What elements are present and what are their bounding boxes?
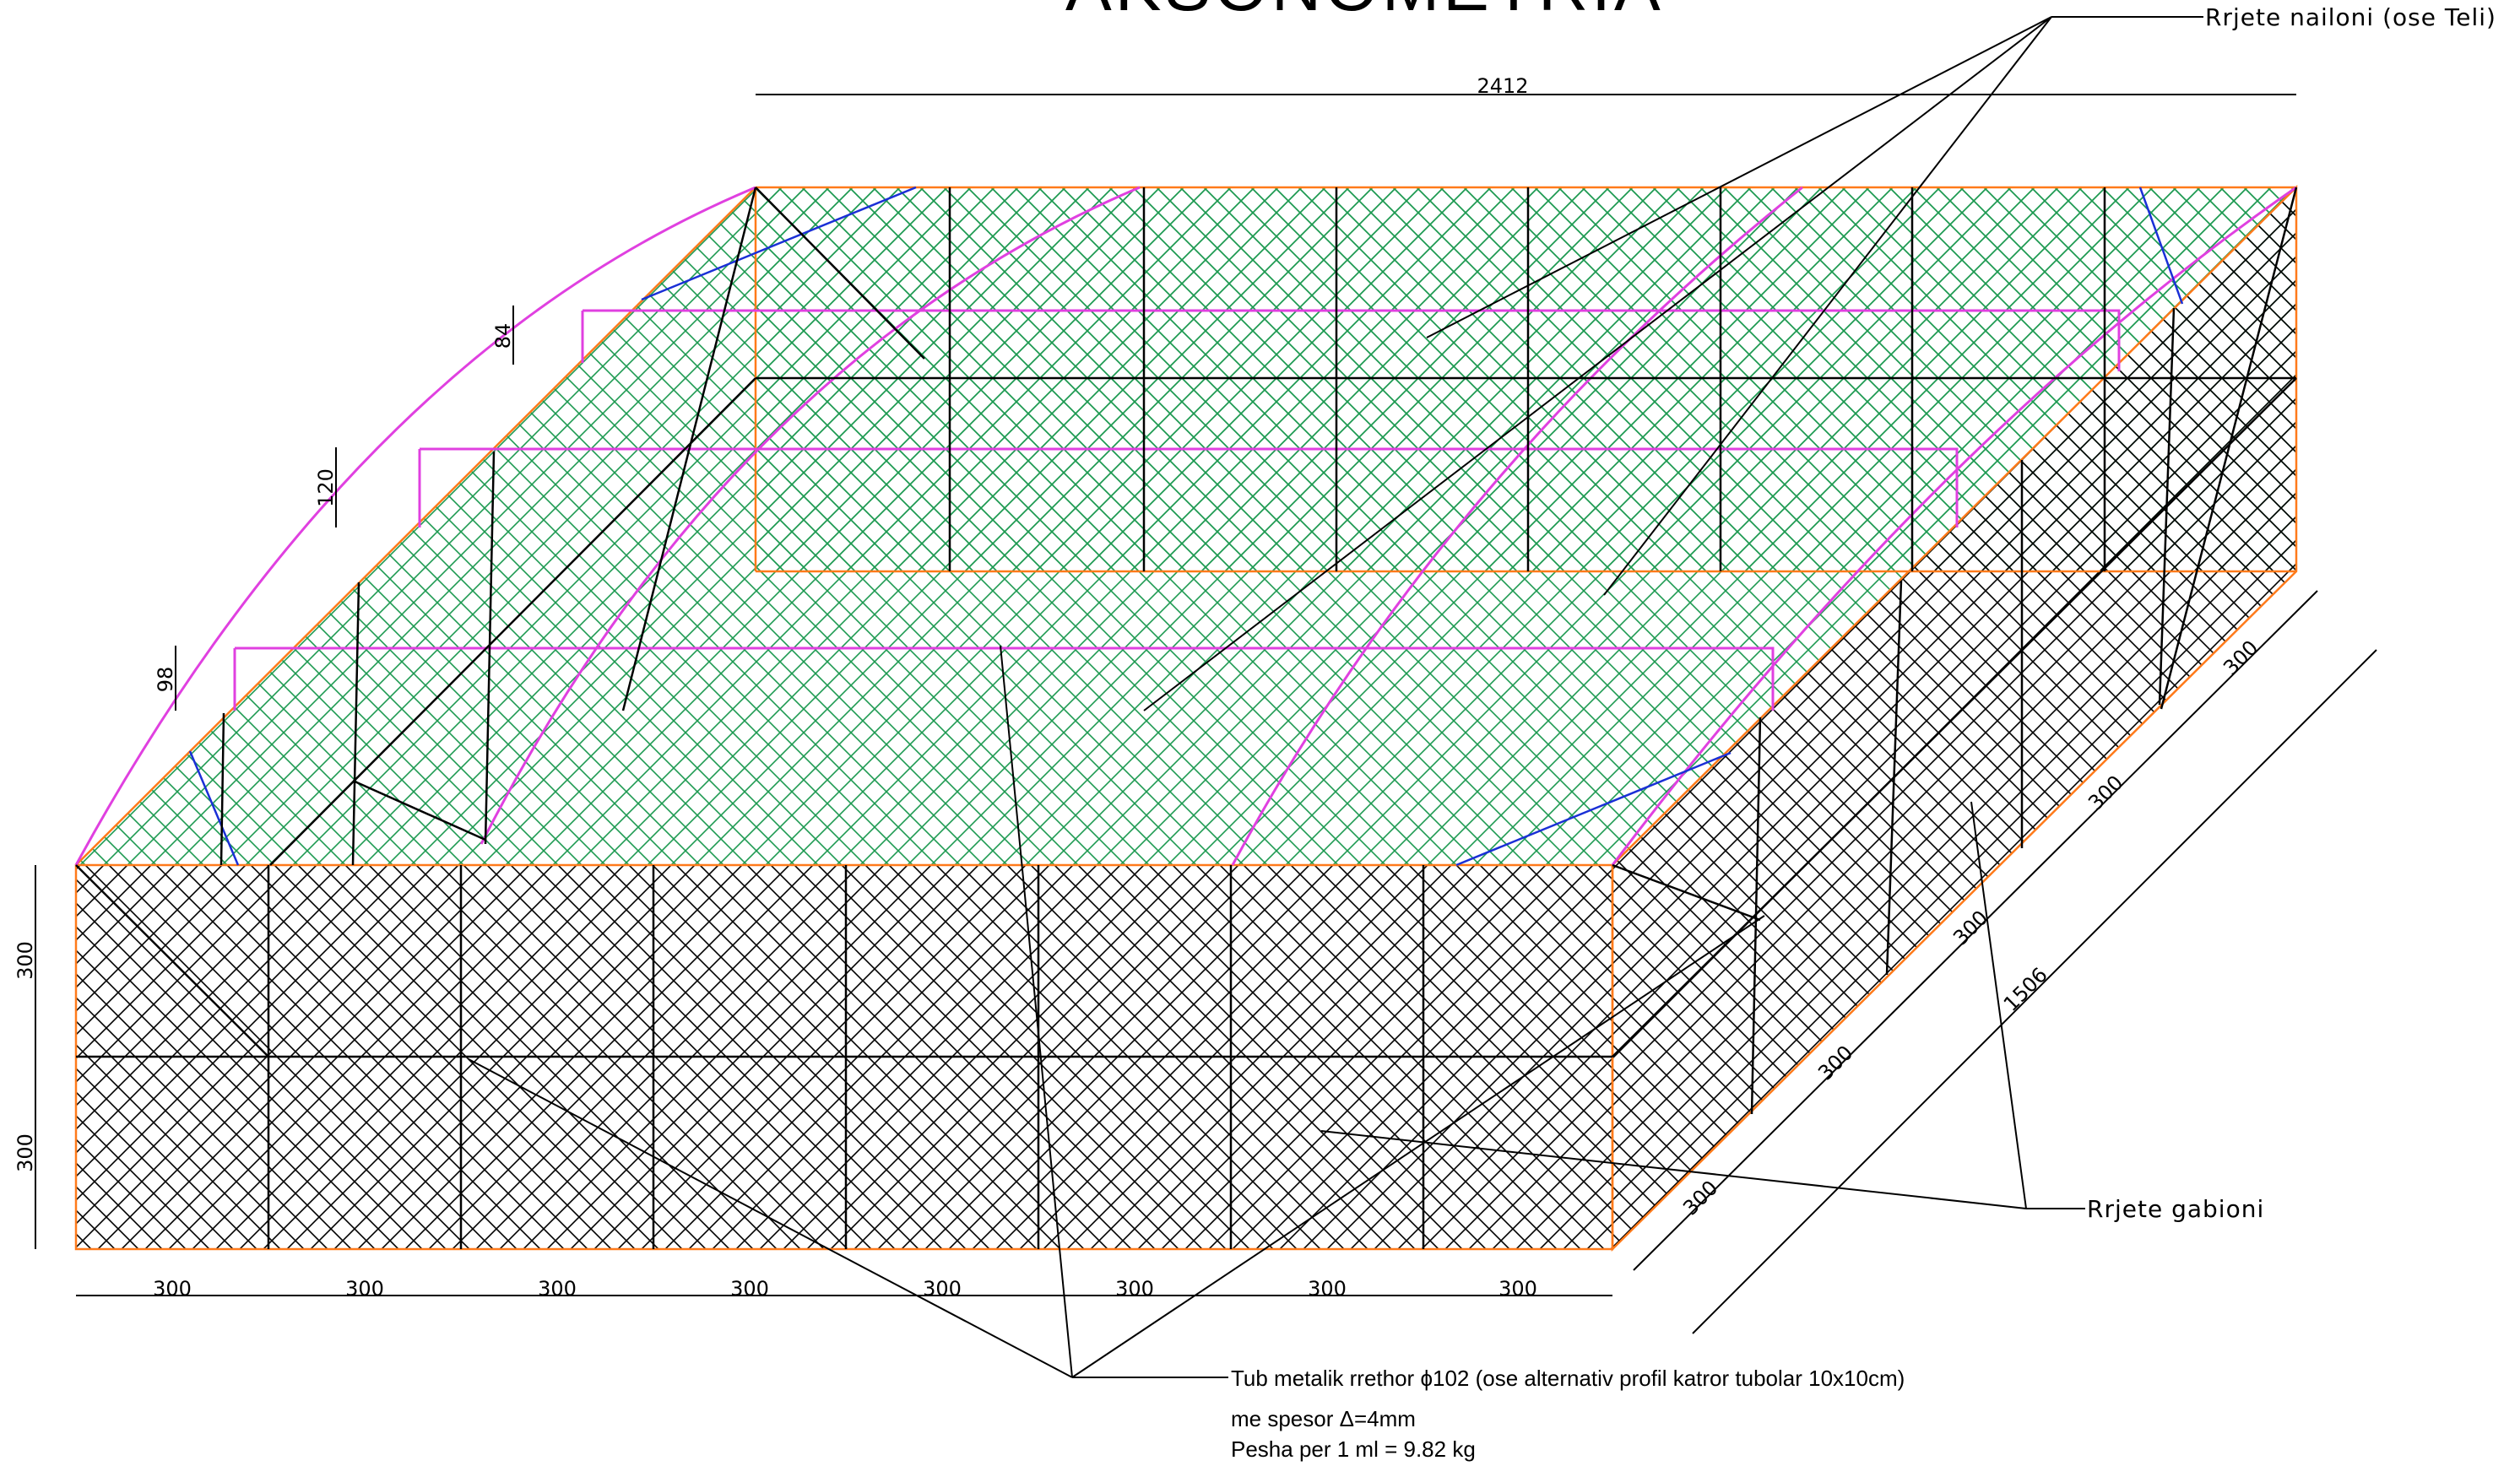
overall-length-label: 2412: [1477, 74, 1528, 98]
front-height-label-1: 300: [14, 941, 37, 980]
callouts: Rrjete nailoni (ose Teli) Rrjete gabioni…: [1231, 3, 2496, 1462]
front-segment-label-3: 300: [538, 1277, 577, 1301]
leader-lines: [468, 16, 2203, 1378]
callout-pipe-line-2: me spesor Δ=4mm: [1231, 1406, 1416, 1431]
blue-braces: [188, 186, 2184, 867]
front-segment-label-4: 300: [730, 1277, 769, 1301]
front-segment-label-7: 300: [1308, 1277, 1347, 1301]
front-segment-label-5: 300: [923, 1277, 962, 1301]
side-segment-label-1: 300: [1678, 1176, 1722, 1220]
front-height-label-2: 300: [14, 1133, 37, 1172]
dimension-lines: [35, 94, 2377, 1334]
front-segment-label-2: 300: [345, 1277, 384, 1301]
pipe-structure: [75, 187, 2298, 1249]
side-segment-label-2: 300: [1813, 1041, 1857, 1085]
front-segment-label-8: 300: [1498, 1277, 1537, 1301]
callout-pipe-line-3: Pesha per 1 ml = 9.82 kg: [1231, 1436, 1476, 1462]
overall-width-label: 1506: [1999, 963, 2052, 1016]
step-height-label-1: 84: [491, 323, 515, 349]
step-height-label-2: 120: [314, 468, 338, 507]
side-segment-label-4: 300: [2084, 771, 2127, 814]
drawing-title: AKSONOMETRIA: [1065, 0, 1664, 25]
arch-outlines: [74, 186, 2297, 866]
callout-pipe-line-1: Tub metalik rrethor ϕ102 (ose alternativ…: [1231, 1366, 1905, 1391]
callout-gabion-net: Rrjete gabioni: [2087, 1195, 2264, 1223]
callout-nylon-net: Rrjete nailoni (ose Teli): [2205, 3, 2496, 31]
front-segment-label-1: 300: [153, 1277, 192, 1301]
front-segment-label-6: 300: [1115, 1277, 1154, 1301]
step-height-label-3: 98: [154, 667, 177, 693]
